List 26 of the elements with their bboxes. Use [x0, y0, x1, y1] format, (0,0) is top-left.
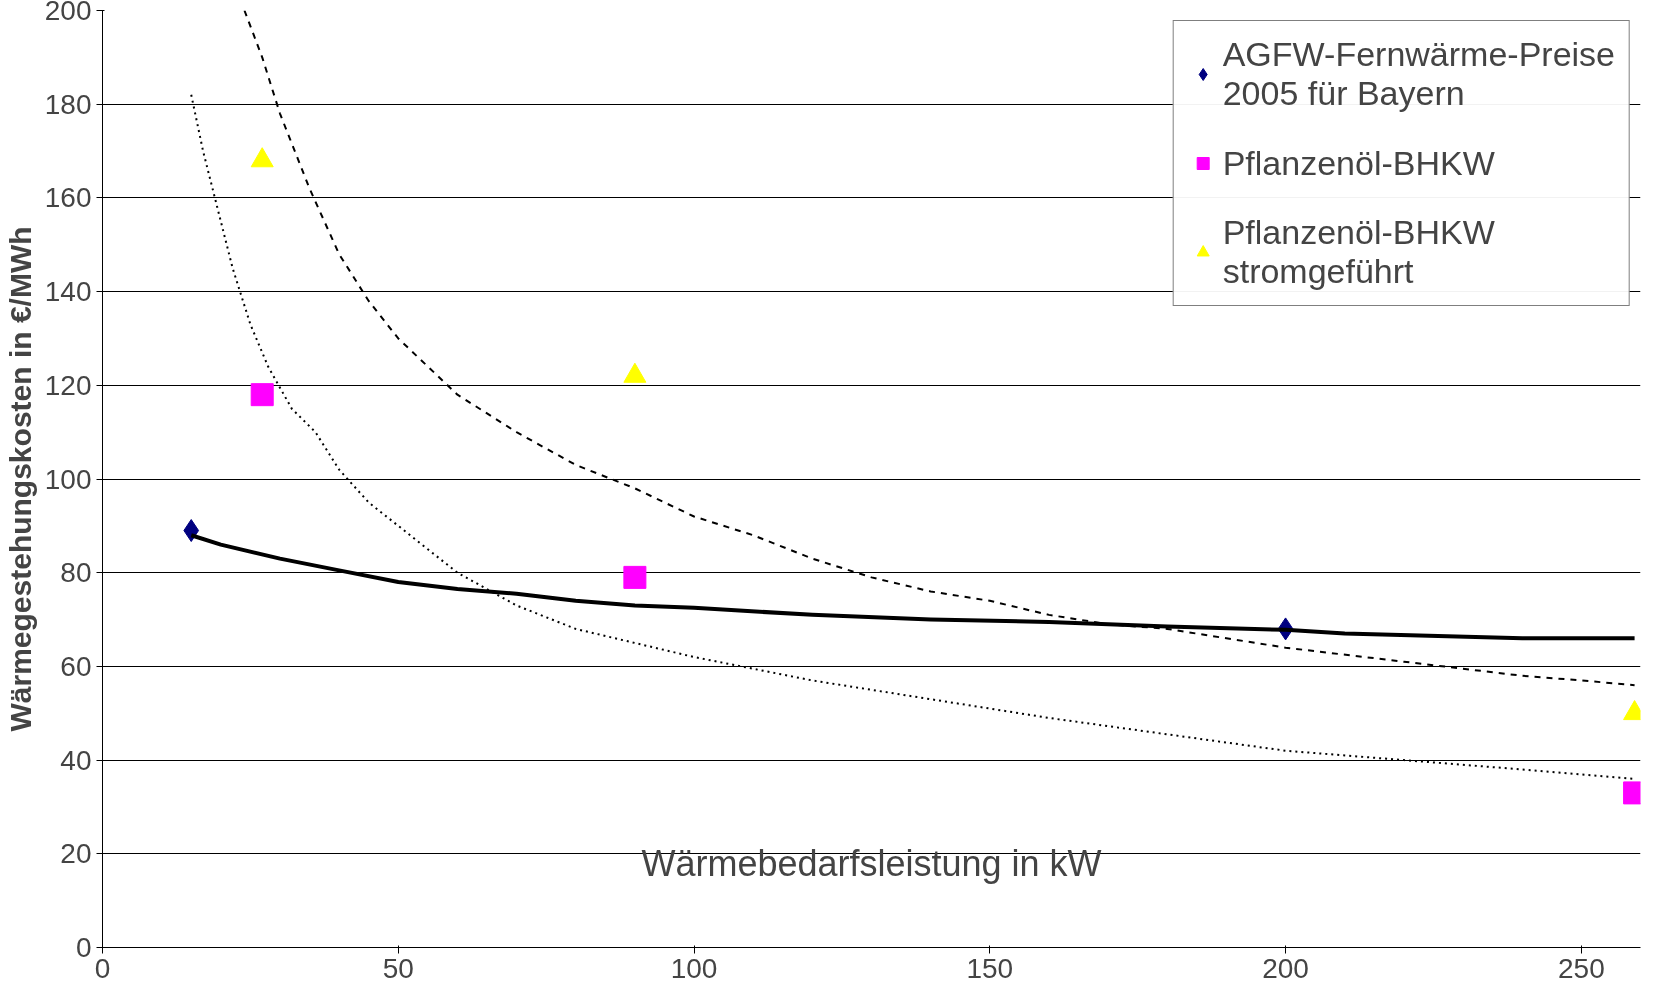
- point: [250, 383, 274, 407]
- x-tick-label: 200: [1262, 952, 1309, 984]
- x-axis-title: Wärmebedarfsleistung in kW: [641, 842, 1102, 884]
- point: [623, 565, 647, 589]
- y-axis-title: Wärmegestehungskosten in €/MWh: [3, 226, 37, 732]
- y-tick-label: 80: [60, 557, 92, 589]
- y-tick-label: 140: [44, 276, 92, 308]
- legend-label: Pflanzenöl-BHKW: [1222, 142, 1495, 184]
- x-tick-label: 250: [1557, 952, 1605, 984]
- y-tick-label: 20: [60, 838, 92, 870]
- y-tick-label: 180: [44, 88, 92, 120]
- y-tick-label: 160: [44, 182, 92, 214]
- y-tick-label: 100: [44, 463, 92, 495]
- legend-label: AGFW-Fernwärme-Preise 2005 für Bayern: [1222, 35, 1615, 113]
- y-tick-label: 60: [60, 650, 92, 682]
- point: [183, 519, 200, 543]
- x-tick-label: 50: [382, 952, 414, 984]
- y-tick-label: 0: [75, 932, 92, 963]
- x-tick-label: 150: [966, 952, 1014, 984]
- point: [250, 147, 274, 168]
- point: [623, 362, 647, 383]
- y-tick-label: 40: [60, 744, 92, 776]
- legend-label: Pflanzenöl-BHKW stromgeführt: [1222, 213, 1495, 291]
- x-tick-label: 100: [670, 952, 718, 984]
- y-tick-label: 120: [44, 369, 92, 401]
- y-tick-label: 200: [44, 0, 92, 26]
